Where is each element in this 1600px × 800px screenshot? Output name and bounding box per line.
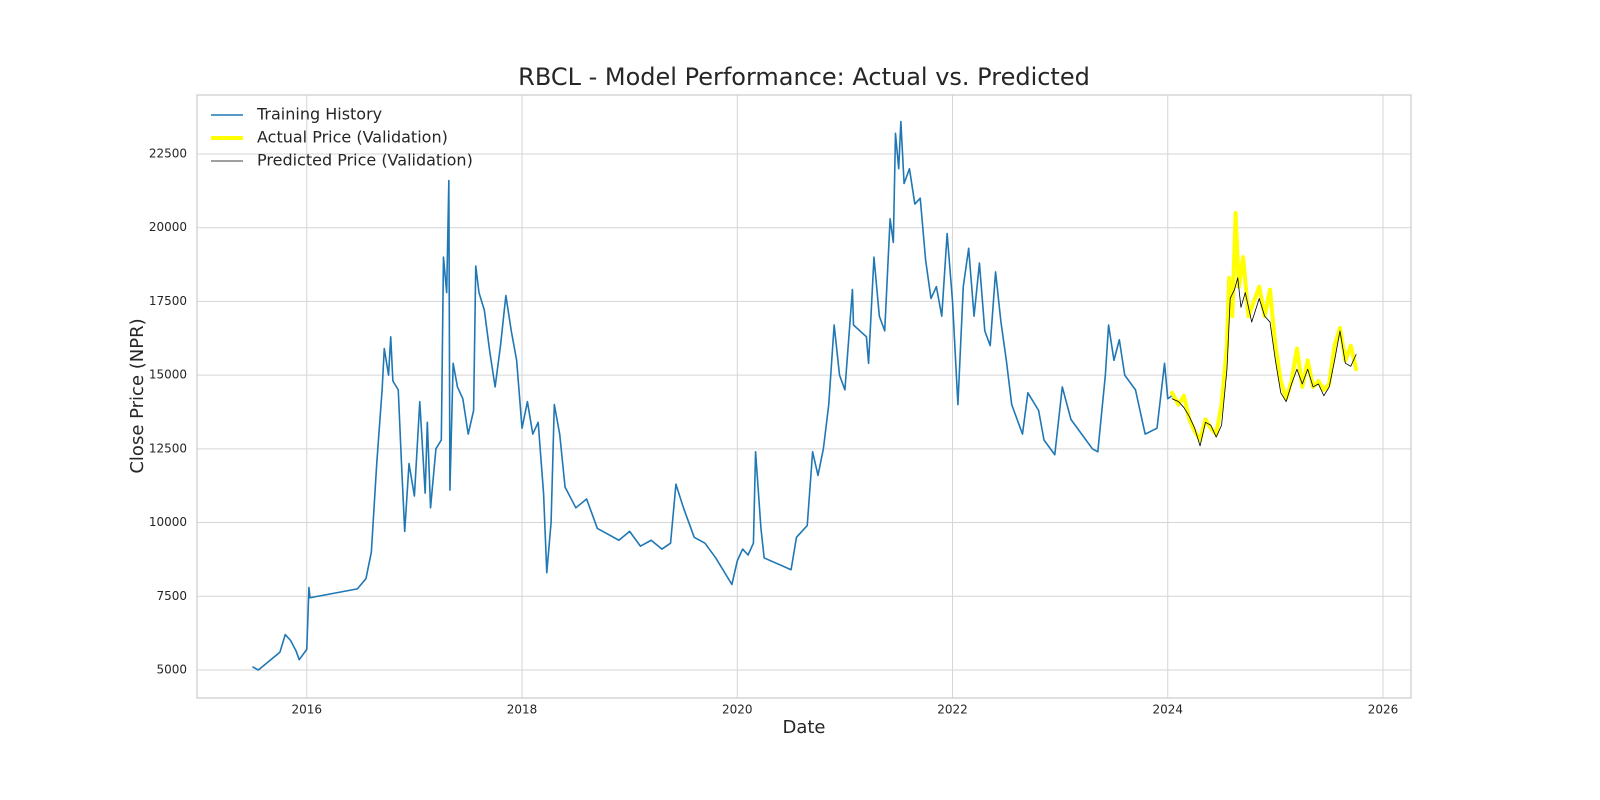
series-line	[1170, 210, 1359, 442]
x-tick-label: 2020	[722, 703, 753, 717]
y-tick-label: 7500	[156, 589, 187, 603]
series-line	[1171, 277, 1357, 447]
chart-title: RBCL - Model Performance: Actual vs. Pre…	[518, 63, 1090, 91]
x-tick-label: 2016	[292, 703, 323, 717]
y-tick-label: 17500	[149, 294, 187, 308]
plot-lines	[252, 120, 1359, 671]
y-axis-label: Close Price (NPR)	[127, 318, 148, 473]
series-line	[252, 120, 1173, 671]
x-tick-label: 2018	[507, 703, 538, 717]
y-tick-label: 22500	[149, 146, 187, 160]
x-axis-label: Date	[782, 717, 825, 738]
y-tick-label: 12500	[149, 441, 187, 455]
y-tick-label: 20000	[149, 220, 187, 234]
legend-label: Actual Price (Validation)	[257, 128, 448, 147]
x-tick-label: 2024	[1152, 703, 1183, 717]
x-tick-label: 2022	[937, 703, 968, 717]
y-tick-label: 15000	[149, 368, 187, 382]
y-tick-label: 10000	[149, 515, 187, 529]
x-tick-label: 2026	[1368, 703, 1399, 717]
legend-label: Predicted Price (Validation)	[257, 151, 473, 170]
ticks: 5000 7500 10000 12500 15000 17500 20000 22500 20…	[149, 146, 1398, 716]
plot-frame	[196, 94, 1412, 699]
legend: Training History Actual Price (Validation…	[211, 105, 473, 170]
legend-label: Training History	[256, 105, 382, 124]
y-tick-label: 5000	[156, 662, 187, 676]
